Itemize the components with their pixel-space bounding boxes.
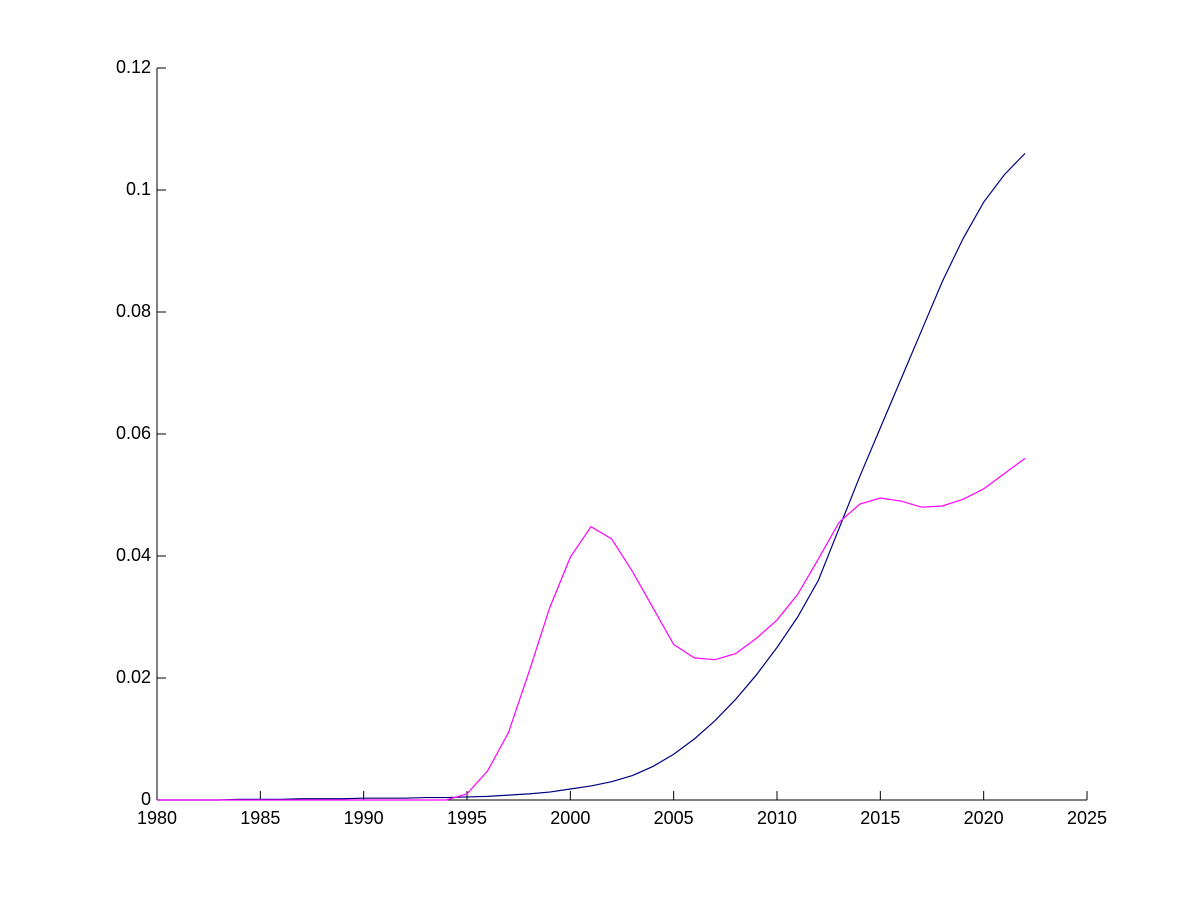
x-tick-label: 1985	[240, 808, 280, 828]
x-tick-label: 2000	[550, 808, 590, 828]
y-tick-label: 0.04	[116, 545, 151, 565]
x-tick-label: 1980	[137, 808, 177, 828]
x-tick-label: 1995	[447, 808, 487, 828]
y-tick-label: 0.02	[116, 667, 151, 687]
y-tick-label: 0.06	[116, 423, 151, 443]
y-tick-label: 0.08	[116, 301, 151, 321]
line-series	[157, 457, 1026, 801]
y-tick-label: 0	[141, 789, 151, 809]
x-tick-label: 1990	[344, 808, 384, 828]
y-tick-label: 0.12	[116, 57, 151, 77]
x-tick-label: 2005	[654, 808, 694, 828]
line-series	[157, 152, 1026, 801]
y-tick-label: 0.1	[126, 179, 151, 199]
x-tick-label: 2010	[757, 808, 797, 828]
x-tick-label: 2015	[860, 808, 900, 828]
x-tick-label: 2020	[964, 808, 1004, 828]
x-tick-label: 2025	[1067, 808, 1107, 828]
